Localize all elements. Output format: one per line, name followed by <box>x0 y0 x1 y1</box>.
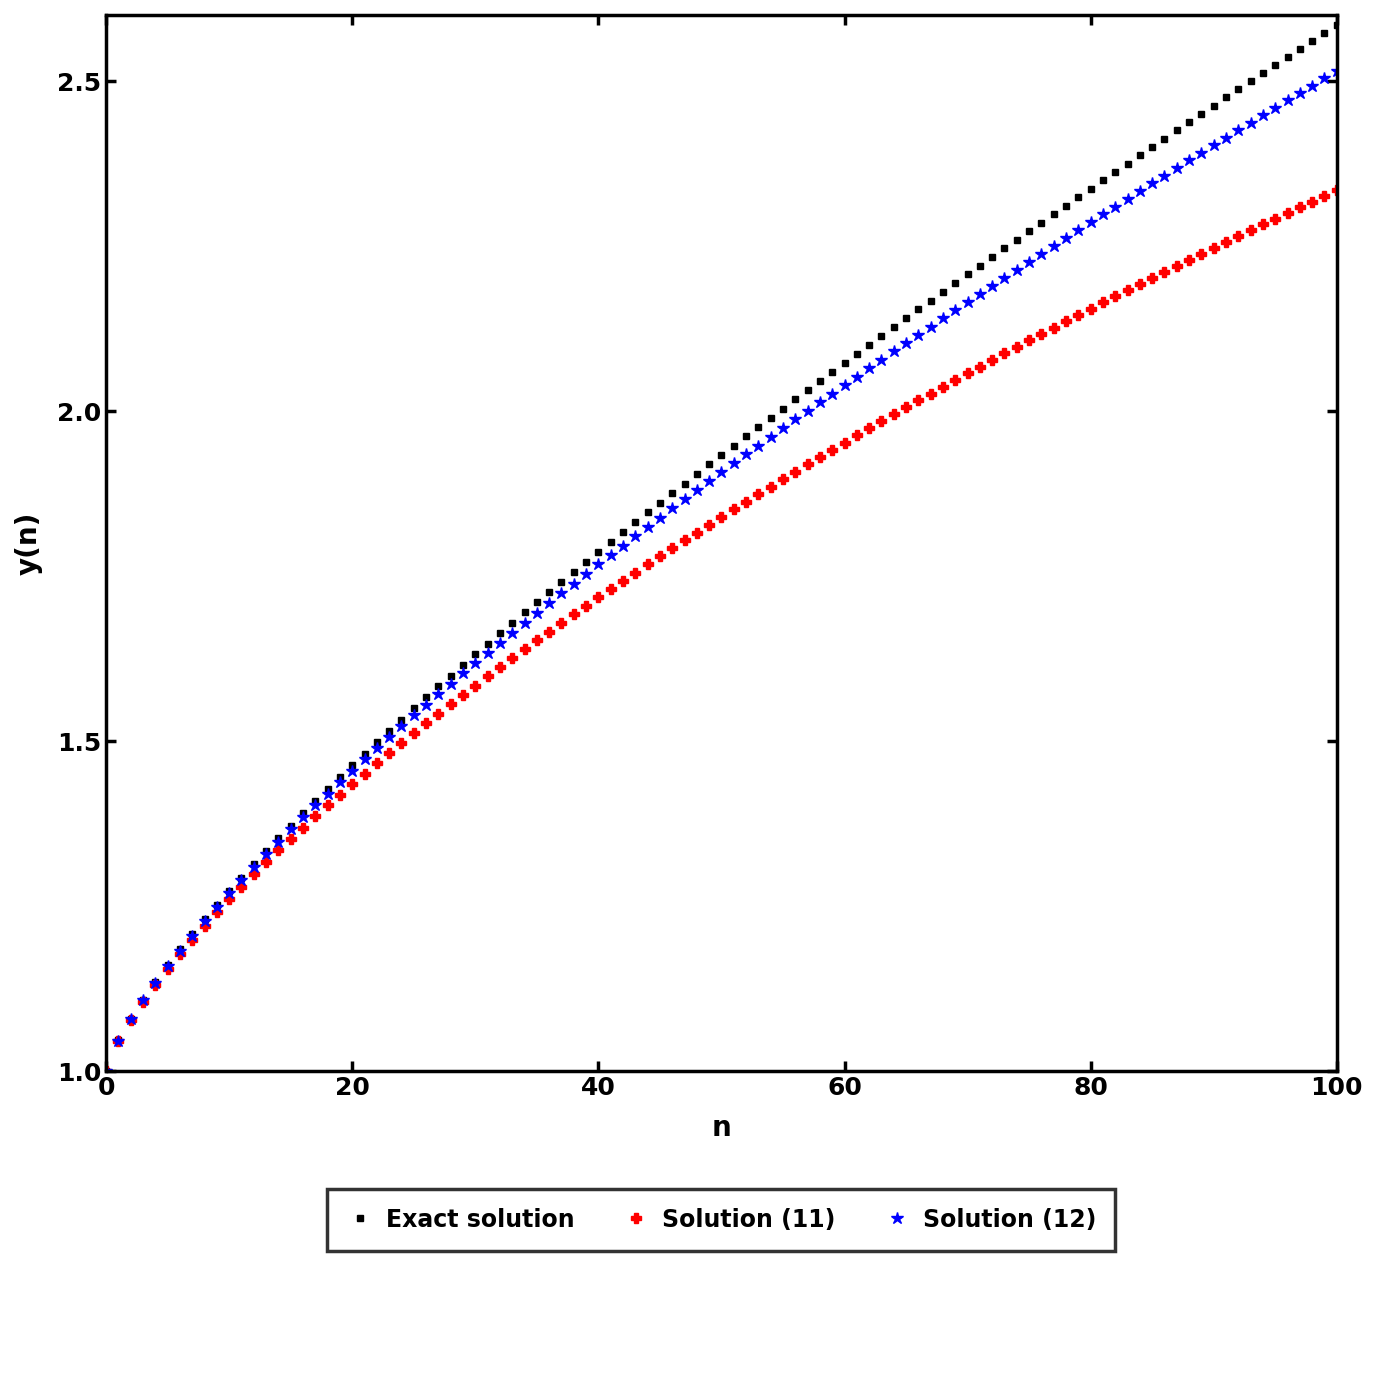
Solution (11) <box>98 1064 114 1080</box>
Exact solution <box>1021 223 1038 239</box>
Exact solution <box>836 355 853 372</box>
Solution (12) <box>185 927 201 944</box>
Solution (11) <box>836 435 853 451</box>
Line: Exact solution: Exact solution <box>103 22 1339 1075</box>
Exact solution <box>664 484 681 501</box>
Solution (11) <box>185 932 201 948</box>
X-axis label: n: n <box>711 1115 732 1142</box>
Solution (11) <box>959 365 976 381</box>
Solution (11) <box>1021 332 1038 348</box>
Solution (12) <box>1328 62 1345 78</box>
Solution (12) <box>836 377 853 394</box>
Solution (11) <box>1328 182 1345 198</box>
Line: Solution (11): Solution (11) <box>101 186 1342 1076</box>
Y-axis label: y(n): y(n) <box>15 512 43 575</box>
Solution (12) <box>664 501 681 517</box>
Legend: Exact solution, Solution (11), Solution (12): Exact solution, Solution (11), Solution … <box>328 1189 1115 1251</box>
Exact solution <box>98 1064 114 1080</box>
Exact solution <box>1328 17 1345 33</box>
Solution (12) <box>405 707 422 724</box>
Solution (12) <box>1021 253 1038 270</box>
Solution (11) <box>405 725 422 742</box>
Exact solution <box>405 700 422 717</box>
Solution (11) <box>664 541 681 557</box>
Exact solution <box>959 266 976 282</box>
Exact solution <box>185 926 201 943</box>
Line: Solution (12): Solution (12) <box>99 65 1344 1077</box>
Solution (12) <box>959 293 976 310</box>
Solution (12) <box>98 1064 114 1080</box>
